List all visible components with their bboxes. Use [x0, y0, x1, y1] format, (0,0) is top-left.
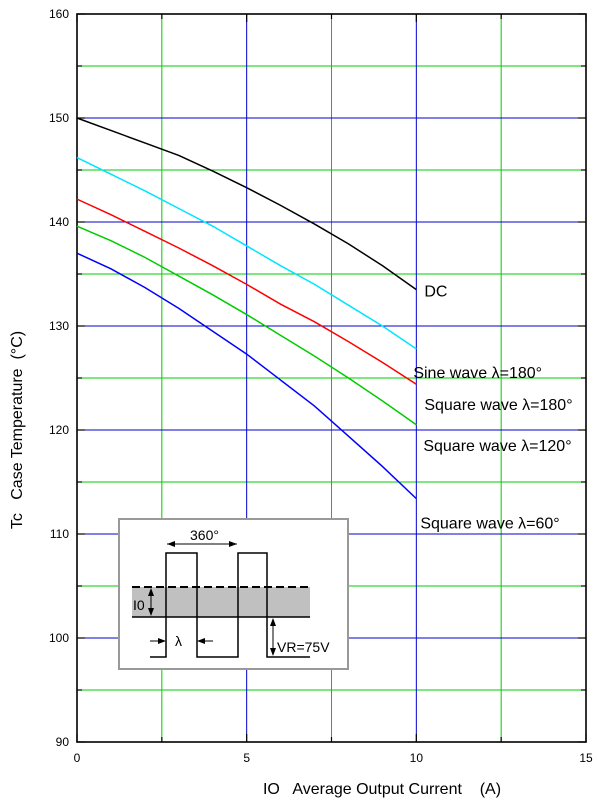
inset-shaded-band	[132, 587, 310, 617]
y-tick-label: 140	[49, 215, 69, 229]
x-tick-label: 5	[243, 751, 250, 765]
x-tick-label: 15	[579, 751, 593, 765]
x-tick-label: 0	[74, 751, 81, 765]
curves	[76, 117, 417, 500]
inset-voltage-arrowhead-top	[270, 618, 276, 626]
curve-label-2: Square wave λ=180°	[424, 397, 572, 414]
y-tick-label: 110	[50, 527, 69, 541]
curve-label-3: Square wave λ=120°	[423, 438, 571, 455]
curve-0	[76, 117, 417, 291]
y-tick-label: 130	[49, 319, 69, 333]
curve-labels: DC Sine wave λ=180° Square wave λ=180° Squa…	[413, 284, 572, 533]
y-tick-label: 100	[49, 631, 69, 645]
inset-current-arrowhead-top	[148, 588, 154, 596]
inset-voltage-arrowhead-bottom	[270, 648, 276, 656]
x-axis-label: IO Average Output Current (A)	[263, 781, 501, 798]
y-axis-label: Tc Case Temperature (°C)	[9, 331, 26, 529]
inset-voltage-label: VR=75V	[277, 639, 330, 655]
y-tick-label: 150	[49, 111, 69, 125]
inset-current-arrowhead-bottom	[148, 608, 154, 616]
inset-lambda-label: λ	[175, 633, 182, 649]
inset-lambda-arrowhead-left	[158, 638, 166, 644]
tick-marks	[76, 13, 587, 743]
waveform-inset: 360° I0 λ VR=75V	[118, 518, 349, 670]
inset-period-arrowhead-right	[229, 541, 237, 547]
curve-2	[76, 198, 417, 385]
inset-period-label: 360°	[190, 527, 219, 543]
y-tick-label: 160	[49, 7, 69, 21]
y-tick-label: 120	[49, 423, 69, 437]
x-tick-label: 10	[410, 751, 424, 765]
curve-label-0: DC	[424, 284, 447, 301]
curve-3	[76, 225, 417, 426]
curve-1	[76, 156, 417, 350]
curve-4	[76, 252, 417, 500]
curve-label-4: Square wave λ=60°	[420, 516, 559, 533]
tick-labels: 0 5 10 15 90 100 110 120 130 140 150 160	[49, 7, 593, 765]
inset-current-label: I0	[133, 597, 145, 613]
inset-period-arrowhead-left	[167, 541, 175, 547]
curve-label-1: Sine wave λ=180°	[413, 365, 542, 382]
inset-lambda-arrowhead-right	[197, 638, 205, 644]
y-tick-label: 90	[56, 735, 70, 749]
inset-square-wave	[150, 552, 310, 658]
